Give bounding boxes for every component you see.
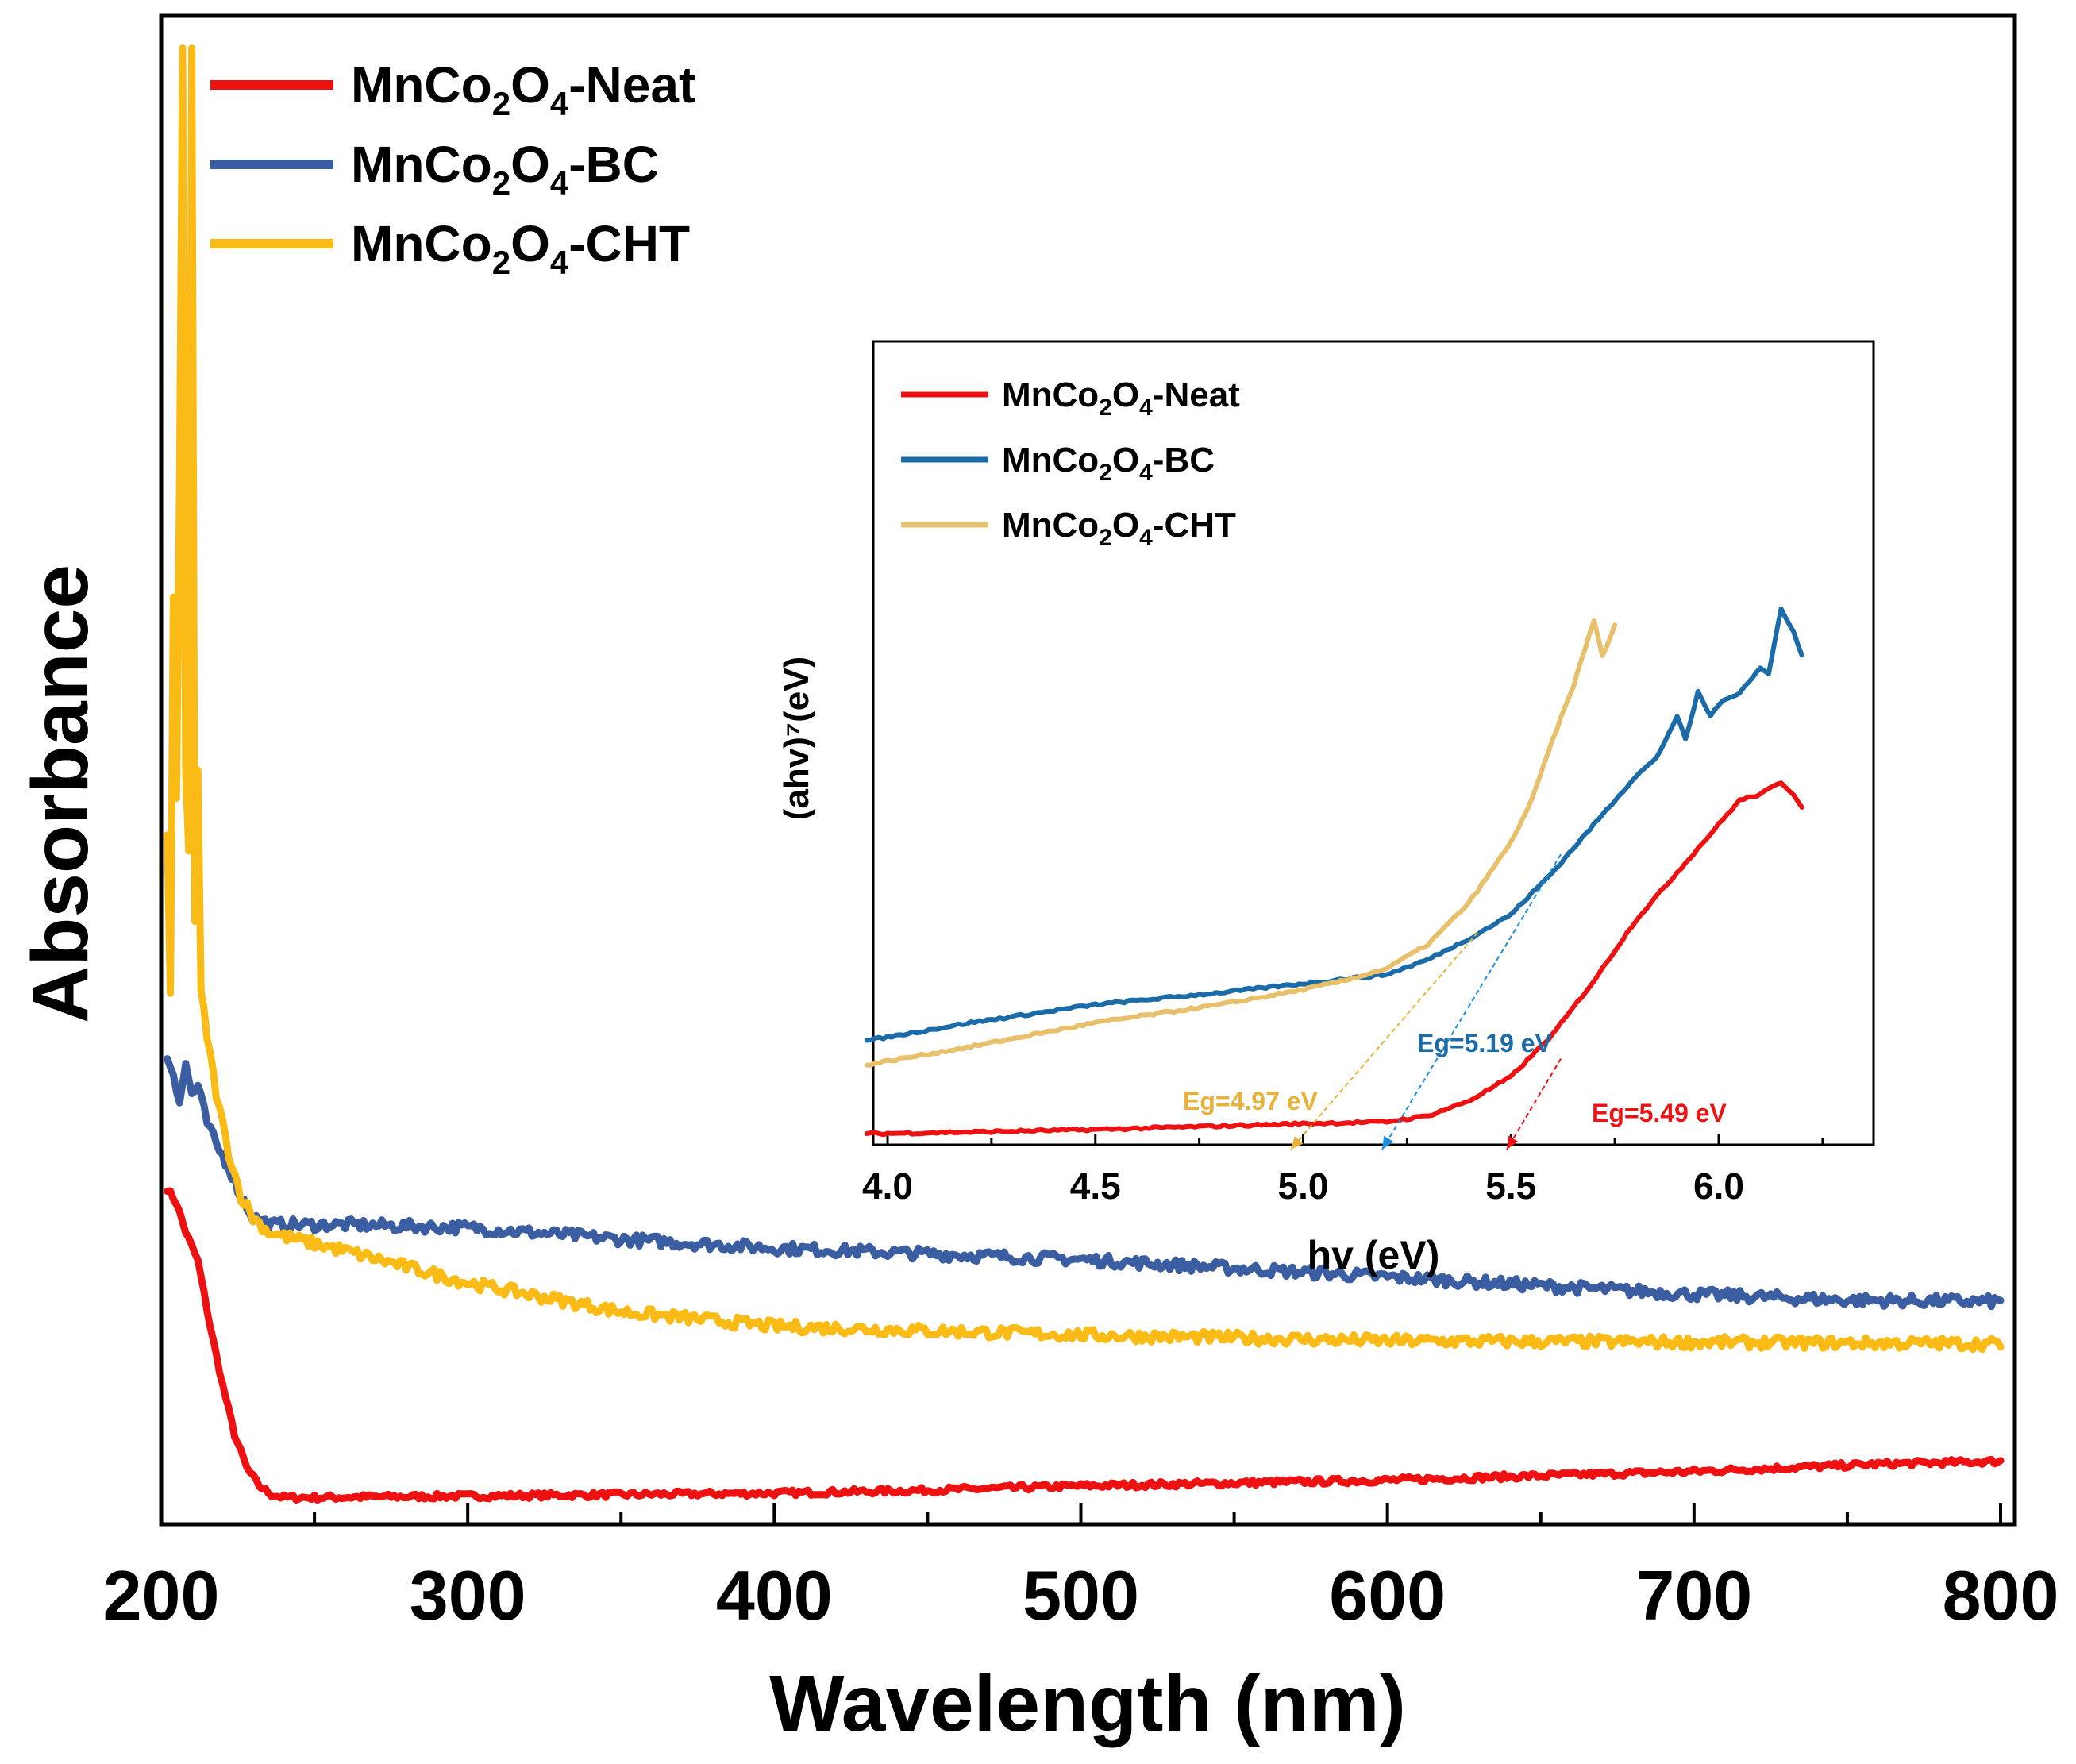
main-series-line-bc — [164, 1055, 2005, 1311]
main-series-group — [164, 44, 2005, 1504]
eg-label-neat: Eg=5.49 eV — [1592, 1099, 1727, 1127]
main-x-tick-label: 800 — [1943, 1556, 2059, 1635]
main-series-line-neat — [164, 1187, 2005, 1504]
inset-bandgap-arrows — [1290, 853, 1562, 1150]
main-legend-label: MnCo2O4-CHT — [351, 215, 690, 281]
inset-series-group — [864, 606, 1804, 1138]
main-y-axis-label: Absorbance — [16, 564, 105, 1023]
main-x-tick-label: 500 — [1023, 1556, 1139, 1635]
inset-series-line-neat — [864, 780, 1804, 1138]
bandgap-extrapolation-line — [1290, 931, 1479, 1150]
bandgap-arrowhead — [1290, 1136, 1304, 1150]
inset-x-tick-label: 5.5 — [1485, 1165, 1536, 1207]
main-legend-label: MnCo2O4-BC — [351, 136, 659, 202]
eg-label-cht: Eg=4.97 eV — [1183, 1087, 1319, 1115]
inset-y-axis-label: (ahv)⁷(eV) — [777, 657, 816, 820]
bandgap-extrapolation-line — [1506, 1058, 1562, 1150]
main-x-tick-label: 400 — [716, 1556, 833, 1635]
inset-legend-label: MnCo2O4-BC — [1002, 441, 1215, 486]
main-x-tick-label: 700 — [1635, 1556, 1752, 1635]
inset-x-tick-label: 6.0 — [1693, 1165, 1744, 1207]
main-plot-frame — [159, 13, 2017, 1527]
main-x-axis-label: Wavelength (nm) — [769, 1659, 1406, 1748]
inset-legend-label: MnCo2O4-CHT — [1002, 506, 1236, 551]
main-series-line-cht — [164, 44, 2005, 1354]
bandgap-extrapolation-line — [1381, 853, 1562, 1150]
bandgap-arrowhead — [1381, 1135, 1394, 1150]
inset-x-ticks: 4.0 4.5 5.0 5.5 6.0 — [862, 1134, 1824, 1207]
main-x-tick-label: 200 — [103, 1556, 220, 1635]
inset-x-axis-label: hv (eV) — [1308, 1233, 1440, 1277]
main-legend: MnCo2O4-Neat MnCo2O4-BC MnCo2O4-CHT — [210, 56, 695, 281]
main-legend-label: MnCo2O4-Neat — [351, 56, 695, 122]
inset-series-line-cht — [864, 618, 1618, 1068]
bandgap-arrowhead — [1507, 1135, 1519, 1150]
inset-legend: MnCo2O4-Neat MnCo2O4-BC MnCo2O4-CHT — [901, 376, 1240, 551]
eg-label-bc: Eg=5.19 eV — [1417, 1029, 1553, 1057]
inset-x-tick-label: 4.5 — [1070, 1165, 1121, 1207]
inset-x-tick-label: 5.0 — [1278, 1165, 1329, 1207]
main-x-tick-label: 600 — [1329, 1556, 1446, 1635]
inset-legend-label: MnCo2O4-Neat — [1002, 376, 1240, 421]
inset-x-tick-label: 4.0 — [862, 1165, 913, 1207]
main-x-ticks: 200 300 400 500 600 700 800 — [103, 1503, 2059, 1635]
main-x-tick-label: 300 — [410, 1556, 526, 1635]
